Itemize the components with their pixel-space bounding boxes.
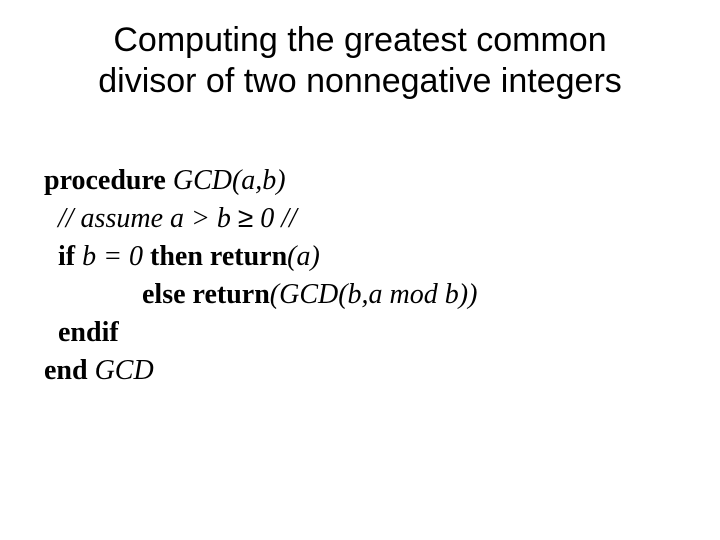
kw-procedure: procedure: [44, 165, 166, 196]
comment-pre: // assume a > b: [44, 203, 238, 234]
line-if: if b = 0 then return(a): [44, 238, 680, 276]
end-name: GCD: [88, 355, 154, 386]
return-gcd: (GCD(b,a mod b)): [270, 279, 478, 310]
line-procedure: procedure GCD(a,b): [44, 162, 680, 200]
kw-end: end: [44, 355, 88, 386]
comment-post: 0 //: [253, 203, 297, 234]
return-a: (a): [287, 241, 320, 272]
kw-then: then: [150, 241, 203, 272]
line-end: end GCD: [44, 352, 680, 390]
slide-container: Computing the greatest common divisor of…: [0, 0, 720, 540]
line-else: else return(GCD(b,a mod b)): [44, 276, 680, 314]
pseudocode-block: procedure GCD(a,b) // assume a > b ≥ 0 /…: [40, 162, 680, 390]
line-endif: endif: [44, 314, 680, 352]
kw-else: else: [142, 279, 186, 310]
if-condition: b = 0: [75, 241, 150, 272]
kw-endif: endif: [44, 317, 119, 348]
geq-symbol: ≥: [238, 202, 253, 233]
kw-return-2: return: [186, 279, 270, 310]
kw-return-1: return: [203, 241, 287, 272]
procedure-name: GCD(a,b): [166, 165, 286, 196]
kw-if: if: [44, 241, 75, 272]
else-padding: [44, 279, 142, 310]
line-comment: // assume a > b ≥ 0 //: [44, 199, 680, 238]
slide-title: Computing the greatest common divisor of…: [40, 20, 680, 102]
